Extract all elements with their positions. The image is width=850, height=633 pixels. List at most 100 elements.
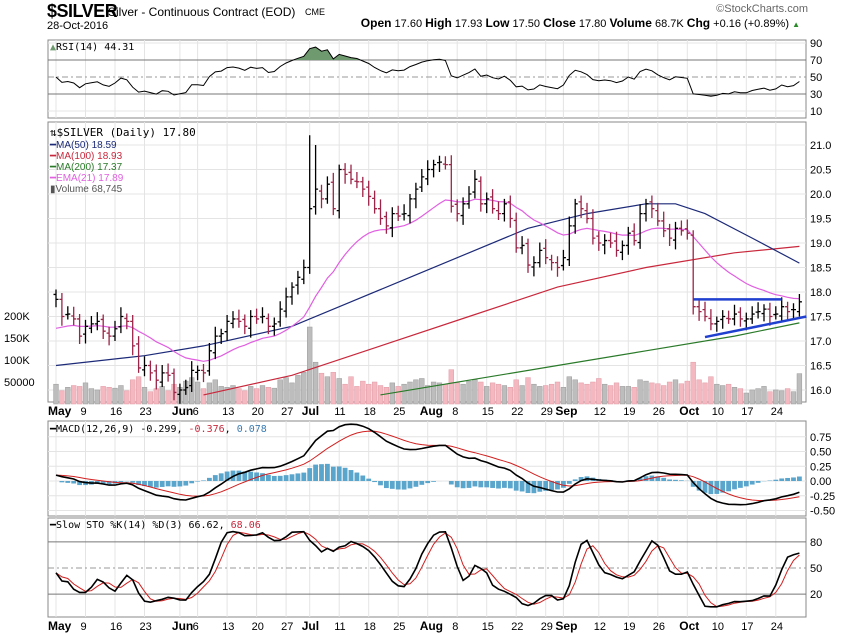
volume-bar: [525, 377, 531, 405]
macd-histogram-bar: [212, 475, 218, 481]
price-bar: [260, 307, 265, 324]
price-bar: [283, 287, 289, 318]
volume-bar: [560, 387, 567, 405]
price-bar: [496, 201, 501, 220]
date-label: 27: [281, 406, 293, 418]
price-bar: [88, 316, 94, 334]
macd-tick-label: 0.75: [810, 432, 831, 444]
macd-histogram-bar: [785, 477, 790, 481]
price-bar: [796, 293, 802, 317]
price-bar: [566, 216, 572, 267]
price-bar: [383, 211, 389, 234]
volume-bar: [596, 378, 602, 405]
volume-bar: [513, 379, 519, 405]
price-bar: [100, 314, 106, 340]
macd-histogram-bar: [313, 464, 318, 481]
macd-histogram-bar: [401, 481, 407, 490]
macd-histogram-bar: [372, 481, 377, 483]
price-bar: [224, 315, 230, 341]
date-label: 19: [623, 621, 635, 633]
macd-histogram-bar: [643, 476, 649, 481]
macd-histogram-bar: [207, 477, 212, 481]
price-bar: [555, 256, 560, 277]
volume-bar: [761, 386, 767, 405]
price-bar: [584, 202, 590, 224]
price-bar: [779, 297, 785, 323]
volume-bar: [124, 390, 130, 405]
volume-bar: [330, 372, 336, 405]
macd-hist-value: 0.078: [236, 424, 267, 435]
date-label: 22: [511, 406, 523, 418]
volume-bar: [360, 380, 366, 405]
date-label: 13: [222, 406, 234, 418]
rsi-line: [55, 46, 800, 97]
volume-bar: [655, 383, 661, 405]
volume-bar: [631, 387, 637, 405]
macd-tick-label: -0.25: [810, 491, 835, 503]
price-bar: [737, 307, 743, 327]
sto-d-value: 68.06: [230, 520, 261, 531]
volume-bar: [253, 388, 260, 405]
macd-histogram-bar: [448, 481, 454, 485]
macd-histogram-bar: [384, 481, 389, 489]
macd-histogram-bar: [496, 481, 501, 489]
price-bar: [755, 302, 761, 319]
macd-histogram-bar: [407, 481, 413, 489]
volume-bar: [584, 383, 590, 405]
price-bar: [124, 313, 130, 330]
price-bar: [389, 207, 395, 238]
volume-bar: [649, 382, 655, 405]
date-label: 6: [193, 406, 199, 418]
date-label: 17: [741, 621, 753, 633]
macd-name: MACD(12,26,9): [56, 424, 135, 435]
volume-bar: [566, 376, 572, 405]
volume-bar: [796, 373, 803, 405]
low-label: Low: [485, 16, 510, 30]
date-label: Jul: [302, 619, 319, 633]
price-bar: [65, 306, 71, 320]
overlay-legend: ━MA(50) 18.59 ━MA(100) 18.93 ━MA(200) 17…: [50, 140, 123, 195]
price-bar: [313, 145, 319, 215]
macd-histogram-bar: [696, 481, 702, 491]
volume-bar: [554, 381, 561, 405]
macd-histogram-bar: [177, 481, 183, 487]
macd-histogram-bar: [360, 475, 366, 481]
volume-bar: [690, 361, 696, 405]
macd-histogram-bar: [513, 481, 519, 491]
price-tick-label: 20.5: [810, 165, 831, 177]
volume-bar: [773, 389, 779, 405]
price-bar: [319, 184, 324, 209]
price-tick-label: 16.5: [810, 361, 831, 373]
macd-histogram-bar: [330, 466, 336, 481]
price-bar: [407, 194, 413, 224]
price-bar: [590, 209, 596, 245]
date-label: 10: [712, 621, 724, 633]
price-bar: [537, 242, 543, 268]
stockcharts-logo[interactable]: ©StockCharts.com: [716, 3, 808, 15]
rsi-tick-label: 30: [810, 89, 822, 101]
price-bar: [295, 270, 301, 295]
up-triangle-icon: ▲: [792, 20, 800, 29]
volume-bar: [100, 386, 106, 405]
volume-bar: [661, 385, 667, 405]
macd-histogram-bar: [478, 481, 484, 488]
price-bar: [118, 307, 124, 334]
price-bar: [218, 328, 224, 344]
macd-histogram-bar: [454, 481, 460, 488]
instrument-name: Silver - Continuous Contract (EOD): [108, 5, 296, 19]
date-label: 24: [771, 406, 783, 418]
volume-bar: [295, 375, 301, 405]
price-bar: [655, 202, 661, 226]
volume-bar: [59, 390, 65, 405]
macd-histogram-bar: [431, 481, 436, 482]
volume-bar: [141, 387, 148, 405]
price-bar: [619, 240, 625, 261]
price-bar: [242, 314, 248, 335]
volume-bar: [448, 369, 454, 405]
price-bar: [71, 306, 77, 326]
price-bar: [248, 310, 254, 338]
volume-bar: [248, 386, 254, 405]
volume-tick-label: 150K: [4, 333, 30, 345]
volume-bar: [371, 381, 378, 405]
macd-histogram-bar: [732, 481, 737, 490]
